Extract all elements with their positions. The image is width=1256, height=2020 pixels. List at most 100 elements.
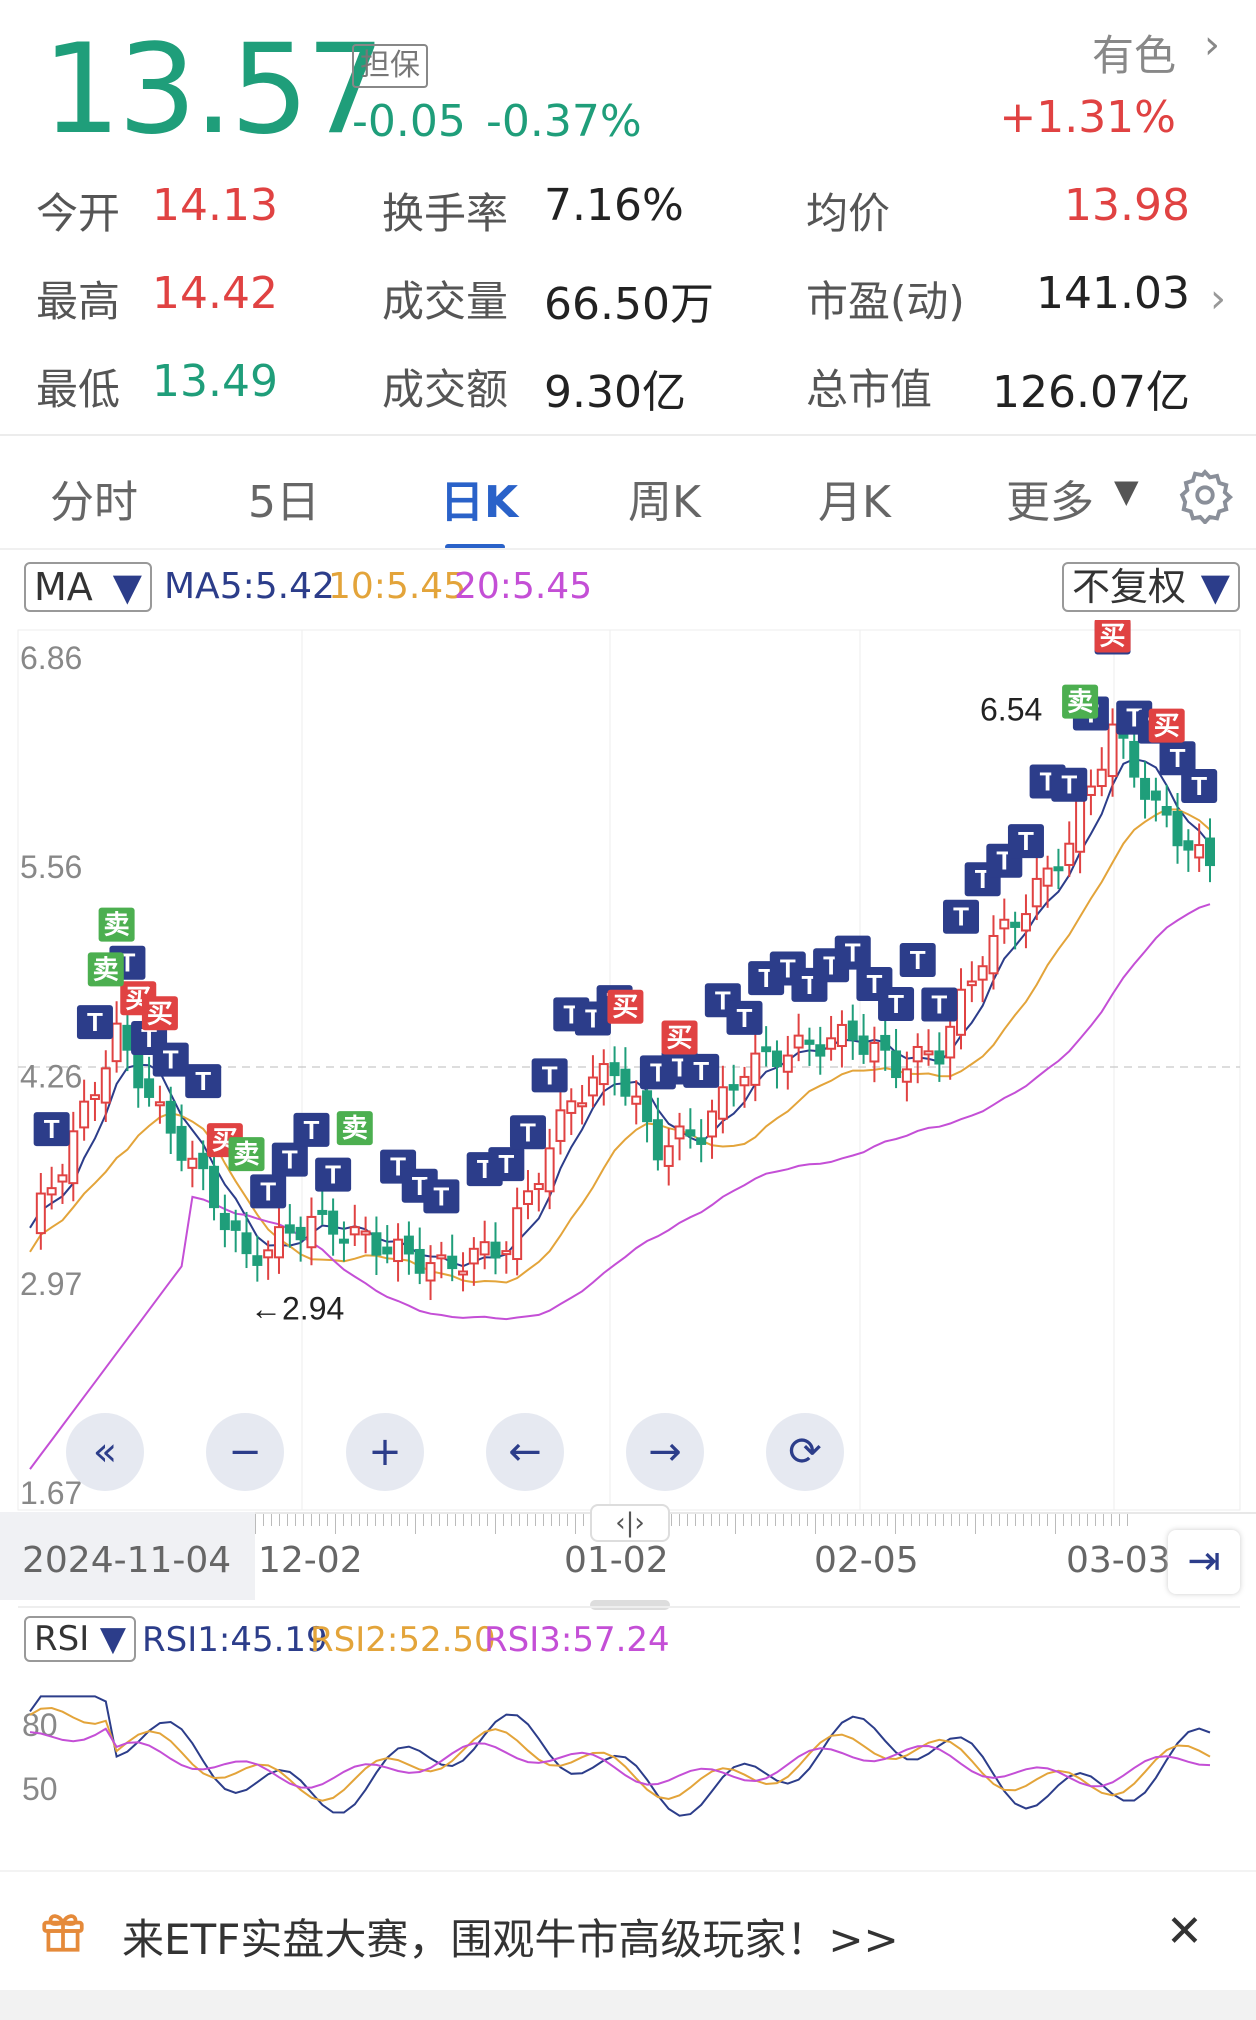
ruler-tick	[719, 1514, 720, 1526]
chevron-down-icon: ▼	[99, 1619, 126, 1659]
marker-box	[531, 1058, 568, 1093]
candle-body	[631, 1095, 642, 1105]
candle-body	[490, 1241, 501, 1259]
scroll-grip[interactable]	[590, 1600, 670, 1610]
ruler-tick	[799, 1514, 800, 1526]
sell-marker: 卖	[336, 1111, 373, 1146]
ruler-tick	[935, 1514, 936, 1526]
x-label-3: 01-02	[564, 1540, 669, 1581]
candle-body	[1010, 921, 1021, 928]
candle-body	[945, 1025, 956, 1059]
candle-body	[891, 1050, 902, 1079]
arrow-right-icon[interactable]: →	[626, 1413, 704, 1491]
candle-body	[1096, 768, 1107, 788]
ruler-tick	[503, 1514, 504, 1526]
indicator-select[interactable]: MA ▼	[24, 562, 152, 612]
marker-box	[98, 907, 135, 942]
ruler-tick	[351, 1514, 352, 1526]
tab-weekly-k[interactable]: 周K	[628, 477, 701, 528]
marker-box	[87, 952, 124, 987]
marker-box	[834, 935, 871, 970]
ruler-tick	[711, 1514, 712, 1526]
t-marker: T	[488, 1147, 525, 1182]
candle-body	[707, 1110, 718, 1138]
marker-label: T	[325, 1160, 341, 1190]
candle-body	[1064, 842, 1075, 866]
candle-body	[458, 1270, 469, 1276]
x-label-4: 02-05	[814, 1540, 919, 1581]
marker-box	[1148, 708, 1185, 743]
tab-more[interactable]: 更多	[1006, 477, 1094, 528]
ruler-tick	[775, 1514, 776, 1526]
tab-5day[interactable]: 5日	[248, 477, 320, 528]
ruler-tick	[495, 1514, 496, 1534]
rotate-icon[interactable]: ⟳	[766, 1413, 844, 1491]
x-label-2: 12-02	[258, 1540, 363, 1581]
candle-body	[79, 1100, 90, 1129]
ruler-tick	[1103, 1514, 1104, 1526]
marker-label: T	[87, 1007, 103, 1037]
ruler-tick	[887, 1514, 888, 1526]
marker-label: T	[1061, 770, 1077, 800]
chevron-right-icon[interactable]: ›	[1204, 22, 1220, 68]
tab-monthly-k[interactable]: 月K	[818, 477, 891, 528]
arrow-left-icon[interactable]: ←	[486, 1413, 564, 1491]
rsi-select[interactable]: RSI ▼	[24, 1616, 136, 1662]
ruler-tick	[551, 1514, 552, 1526]
ruler-tick	[783, 1514, 784, 1526]
chevron-down-icon[interactable]: ▼	[1114, 472, 1139, 510]
candle-body	[263, 1249, 274, 1259]
amount-value: 9.30亿	[544, 367, 686, 418]
candle-body	[371, 1232, 382, 1256]
close-icon[interactable]: ✕	[1166, 1906, 1203, 1957]
marker-label: T	[304, 1115, 320, 1145]
ruler-tick	[999, 1514, 1000, 1526]
candle-body	[934, 1050, 945, 1065]
sector-link[interactable]: 有色	[1091, 31, 1176, 80]
tab-daily-k[interactable]: 日K	[440, 477, 519, 528]
candle-body	[144, 1078, 155, 1098]
ruler-tick	[255, 1514, 256, 1534]
sector-change-pct: +1.31%	[999, 92, 1176, 143]
marker-label: T	[260, 1176, 276, 1206]
candle-body	[241, 1232, 252, 1255]
candle-body	[1031, 877, 1042, 908]
candle-body	[1053, 866, 1064, 872]
ruler-tick	[1127, 1514, 1128, 1526]
candle-body	[468, 1247, 479, 1265]
ruler-tick	[391, 1514, 392, 1526]
zoom-out-icon[interactable]: −	[206, 1413, 284, 1491]
jump-end-icon[interactable]: ⇥	[1168, 1530, 1240, 1594]
marker-box	[1007, 824, 1044, 859]
candle-body	[68, 1130, 79, 1185]
low-label: 最低	[36, 365, 121, 414]
candle-body	[804, 1039, 815, 1045]
ruler-tick	[263, 1514, 264, 1526]
scroll-handle[interactable]: ‹|›	[590, 1504, 670, 1542]
candle-body	[187, 1157, 198, 1169]
ma5-label: MA5:5.42	[164, 566, 335, 607]
rsi-select-value: RSI	[34, 1619, 90, 1659]
double-left-icon[interactable]: «	[66, 1413, 144, 1491]
chevron-down-icon: ▼	[1200, 565, 1230, 609]
ruler-tick	[287, 1514, 288, 1526]
chevron-right-icon[interactable]: ›	[1210, 276, 1226, 322]
promo-banner-link[interactable]: 来ETF实盘大赛，围观牛市高级玩家！>>	[122, 1915, 899, 1964]
candle-body	[46, 1187, 57, 1196]
t-marker: T	[1159, 741, 1196, 776]
gear-icon[interactable]	[1176, 466, 1234, 528]
timeline-ruler[interactable]	[255, 1514, 1128, 1536]
ruler-tick	[575, 1514, 576, 1534]
x-label-5: 03-03	[1066, 1540, 1171, 1581]
marker-box	[683, 1053, 720, 1088]
zoom-in-icon[interactable]: +	[346, 1413, 424, 1491]
marker-box	[488, 1147, 525, 1182]
indicator-select-value: MA	[34, 565, 93, 609]
adjust-select[interactable]: 不复权 ▼	[1062, 562, 1240, 612]
volume-label: 成交量	[382, 277, 509, 326]
tab-intraday[interactable]: 分时	[50, 477, 138, 528]
candle-body	[284, 1224, 295, 1234]
rsi-chart[interactable]: 80 50	[0, 1670, 1256, 1850]
ruler-tick	[407, 1514, 408, 1526]
